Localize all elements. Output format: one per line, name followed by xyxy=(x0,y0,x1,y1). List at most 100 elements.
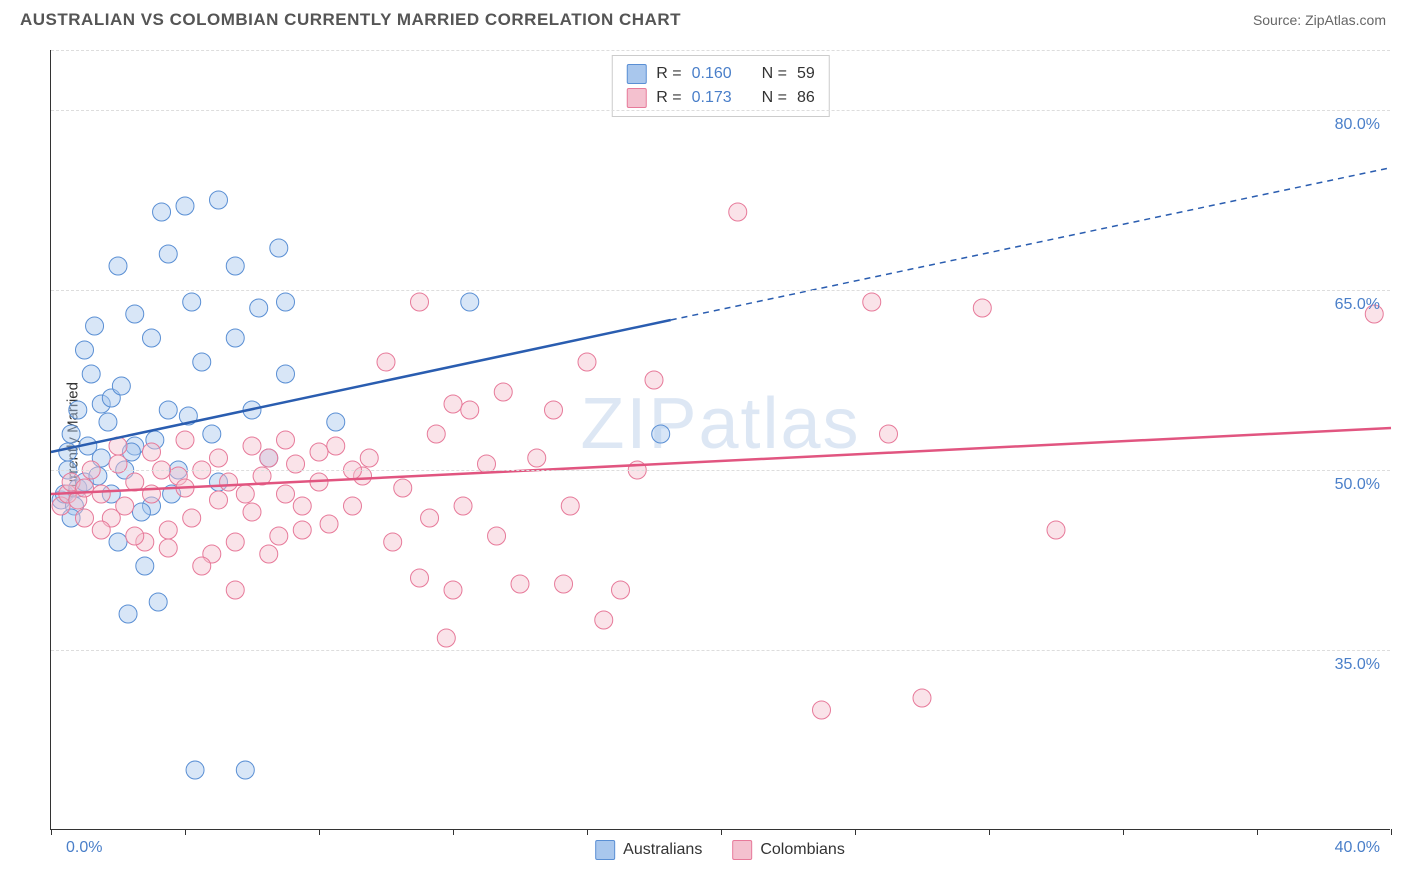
gridline xyxy=(51,50,1390,51)
scatter-point xyxy=(394,479,412,497)
scatter-point xyxy=(76,341,94,359)
x-tick xyxy=(319,829,320,835)
scatter-point xyxy=(511,575,529,593)
scatter-point xyxy=(411,569,429,587)
x-tick xyxy=(1123,829,1124,835)
n-label: N = xyxy=(762,89,787,107)
scatter-point xyxy=(126,473,144,491)
y-tick-label: 80.0% xyxy=(1335,116,1380,134)
scatter-point xyxy=(176,197,194,215)
legend-label: Australians xyxy=(623,841,702,859)
scatter-point xyxy=(112,377,130,395)
scatter-point xyxy=(236,485,254,503)
scatter-point xyxy=(293,497,311,515)
scatter-point xyxy=(59,443,77,461)
scatter-point xyxy=(277,293,295,311)
r-value: 0.160 xyxy=(692,65,742,83)
scatter-point xyxy=(488,527,506,545)
scatter-point xyxy=(293,521,311,539)
scatter-point xyxy=(159,539,177,557)
scatter-point xyxy=(176,431,194,449)
source-attribution: Source: ZipAtlas.com xyxy=(1253,12,1386,28)
legend-swatch xyxy=(595,840,615,860)
legend-item: Australians xyxy=(595,840,702,860)
scatter-point xyxy=(913,689,931,707)
chart-container: Currently Married ZIPatlas R =0.160N =59… xyxy=(50,50,1390,830)
scatter-point xyxy=(260,545,278,563)
scatter-point xyxy=(250,299,268,317)
scatter-point xyxy=(444,581,462,599)
scatter-point xyxy=(210,191,228,209)
series-legend: AustraliansColombians xyxy=(595,840,845,860)
chart-title: AUSTRALIAN VS COLOMBIAN CURRENTLY MARRIE… xyxy=(20,10,681,30)
scatter-point xyxy=(132,503,150,521)
scatter-point xyxy=(444,395,462,413)
y-tick-label: 35.0% xyxy=(1335,656,1380,674)
chart-header: AUSTRALIAN VS COLOMBIAN CURRENTLY MARRIE… xyxy=(0,0,1406,30)
scatter-point xyxy=(595,611,613,629)
x-tick xyxy=(1391,829,1392,835)
scatter-point xyxy=(310,443,328,461)
scatter-point xyxy=(327,413,345,431)
scatter-point xyxy=(270,527,288,545)
scatter-point xyxy=(62,425,80,443)
scatter-point xyxy=(210,449,228,467)
regression-line-dashed xyxy=(671,168,1391,320)
scatter-point xyxy=(277,431,295,449)
scatter-point xyxy=(360,449,378,467)
legend-swatch xyxy=(626,64,646,84)
x-tick xyxy=(855,829,856,835)
scatter-point xyxy=(243,503,261,521)
scatter-point xyxy=(461,401,479,419)
scatter-point xyxy=(528,449,546,467)
scatter-point xyxy=(159,245,177,263)
scatter-point xyxy=(193,557,211,575)
r-label: R = xyxy=(656,65,681,83)
scatter-point xyxy=(99,413,117,431)
scatter-point xyxy=(226,581,244,599)
scatter-point xyxy=(880,425,898,443)
x-tick-label: 40.0% xyxy=(1335,839,1380,857)
n-value: 86 xyxy=(797,89,815,107)
scatter-point xyxy=(203,425,221,443)
scatter-point xyxy=(494,383,512,401)
gridline xyxy=(51,470,1390,471)
scatter-point xyxy=(561,497,579,515)
x-tick xyxy=(989,829,990,835)
scatter-point xyxy=(159,401,177,419)
x-tick xyxy=(721,829,722,835)
scatter-point xyxy=(729,203,747,221)
scatter-point xyxy=(186,761,204,779)
correlation-legend: R =0.160N =59R =0.173N =86 xyxy=(611,55,829,117)
scatter-point xyxy=(236,761,254,779)
gridline xyxy=(51,290,1390,291)
plot-area: ZIPatlas R =0.160N =59R =0.173N =86 35.0… xyxy=(50,50,1390,830)
scatter-point xyxy=(578,353,596,371)
scatter-point xyxy=(159,521,177,539)
scatter-point xyxy=(109,257,127,275)
scatter-point xyxy=(86,317,104,335)
scatter-point xyxy=(183,293,201,311)
scatter-point xyxy=(421,509,439,527)
scatter-point xyxy=(109,533,127,551)
scatter-point xyxy=(210,491,228,509)
scatter-point xyxy=(813,701,831,719)
x-tick xyxy=(51,829,52,835)
scatter-point xyxy=(320,515,338,533)
scatter-point xyxy=(454,497,472,515)
scatter-point xyxy=(183,509,201,527)
scatter-point xyxy=(82,365,100,383)
scatter-point xyxy=(226,533,244,551)
scatter-point xyxy=(555,575,573,593)
x-tick xyxy=(185,829,186,835)
correlation-legend-row: R =0.173N =86 xyxy=(626,86,814,110)
n-label: N = xyxy=(762,65,787,83)
x-tick xyxy=(587,829,588,835)
scatter-point xyxy=(344,497,362,515)
scatter-point xyxy=(645,371,663,389)
scatter-point xyxy=(126,527,144,545)
scatter-point xyxy=(277,365,295,383)
scatter-point xyxy=(136,557,154,575)
scatter-point xyxy=(427,425,445,443)
scatter-point xyxy=(226,329,244,347)
